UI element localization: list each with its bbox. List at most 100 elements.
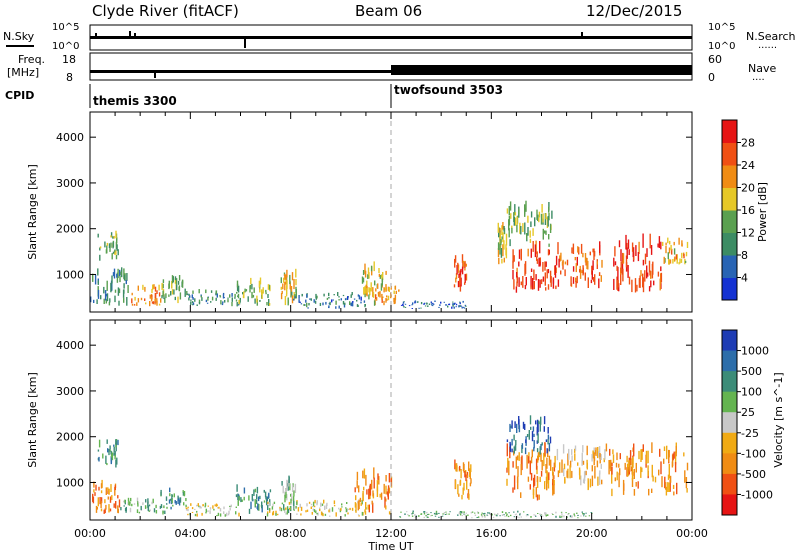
velocity-cell (168, 499, 171, 504)
velocity-cell (380, 492, 383, 500)
velocity-cell (369, 483, 372, 496)
power-cell (158, 292, 161, 297)
power-cell (117, 268, 119, 279)
power-cell (509, 201, 512, 211)
velocity-cell (547, 427, 549, 434)
power-cell (363, 300, 366, 303)
power-cell (331, 299, 333, 303)
velocity-cell (605, 443, 608, 452)
y-tick-label: 2000 (56, 431, 84, 444)
velocity-cell (153, 508, 156, 513)
velocity-cell (587, 480, 589, 490)
power-cell (168, 294, 170, 297)
power-cell (443, 301, 445, 303)
power-cell (394, 297, 396, 304)
velocity-cell (102, 453, 104, 459)
power-patch (613, 233, 663, 293)
power-cell (293, 279, 295, 290)
velocity-cell (507, 515, 510, 518)
velocity-cell (487, 512, 489, 514)
velocity-cell (515, 440, 517, 446)
velocity-cell (186, 508, 188, 510)
velocity-cell (230, 504, 232, 508)
power-colorbar-tick-label: 8 (741, 249, 748, 262)
velocity-cell (371, 500, 373, 505)
velocity-cell (289, 508, 291, 510)
velocity-cell (98, 486, 100, 491)
velocity-colorbar-swatch (722, 412, 737, 434)
velocity-cell (100, 508, 103, 512)
power-cell (620, 261, 622, 274)
power-cell (387, 286, 390, 292)
velocity-cell (574, 453, 576, 461)
velocity-cell (366, 489, 368, 495)
power-cell (337, 292, 339, 296)
velocity-cell (283, 508, 285, 511)
velocity-cell (191, 507, 194, 510)
power-cell (351, 301, 354, 307)
power-cell (111, 253, 113, 260)
velocity-cell (427, 516, 429, 518)
velocity-cell (340, 507, 342, 511)
velocity-cell (316, 502, 318, 506)
y-tick-label: 4000 (56, 131, 84, 144)
velocity-cell (108, 449, 110, 456)
power-cell (459, 270, 461, 276)
power-cell (131, 292, 133, 296)
power-cell (356, 304, 359, 307)
velocity-cell (668, 450, 670, 458)
power-cell (295, 286, 297, 294)
velocity-cell (235, 506, 237, 508)
velocity-cell (442, 513, 444, 515)
power-cell (404, 303, 407, 305)
power-cell (150, 296, 153, 302)
power-cell (385, 284, 387, 292)
power-cell (123, 268, 125, 279)
power-cell (295, 268, 297, 278)
velocity-cell (286, 494, 288, 497)
velocity-cell (384, 496, 386, 508)
power-cell (560, 270, 562, 275)
velocity-cell (667, 474, 670, 480)
power-cell (388, 286, 390, 292)
power-cell (97, 268, 99, 276)
velocity-cell (664, 476, 666, 489)
power-cell (140, 297, 143, 301)
power-cell (457, 264, 460, 273)
velocity-cell (344, 514, 346, 517)
velocity-cell (286, 486, 288, 491)
power-cell (370, 265, 373, 272)
velocity-cell (553, 484, 555, 495)
time-tick-label: 16:00 (475, 527, 507, 540)
velocity-cell (516, 516, 518, 518)
velocity-cell (651, 488, 653, 493)
power-cell (613, 278, 615, 290)
power-cell (174, 277, 177, 284)
velocity-cell (110, 460, 113, 463)
velocity-cell (571, 449, 573, 455)
velocity-cell (471, 511, 474, 513)
power-cell (501, 236, 503, 240)
velocity-cell (120, 507, 122, 511)
velocity-cell (165, 496, 168, 501)
velocity-cell (609, 460, 611, 469)
power-cell (285, 274, 287, 285)
power-cell (154, 286, 157, 292)
velocity-cell (316, 513, 318, 515)
power-cell (417, 301, 419, 303)
velocity-cell (100, 483, 103, 489)
power-cell (554, 265, 557, 278)
freq-label-line1: Freq. (18, 53, 45, 66)
power-cell (158, 303, 161, 306)
velocity-cell (599, 470, 601, 475)
nsearch-dots: ...... (758, 40, 777, 51)
power-cell (343, 303, 346, 308)
velocity-cell (647, 465, 649, 476)
velocity-patch (399, 510, 593, 519)
power-cell (393, 297, 395, 303)
power-cell (394, 294, 397, 301)
power-cell (515, 286, 518, 293)
power-cell (529, 238, 532, 243)
velocity-cell (191, 511, 194, 513)
velocity-cell (672, 453, 674, 461)
